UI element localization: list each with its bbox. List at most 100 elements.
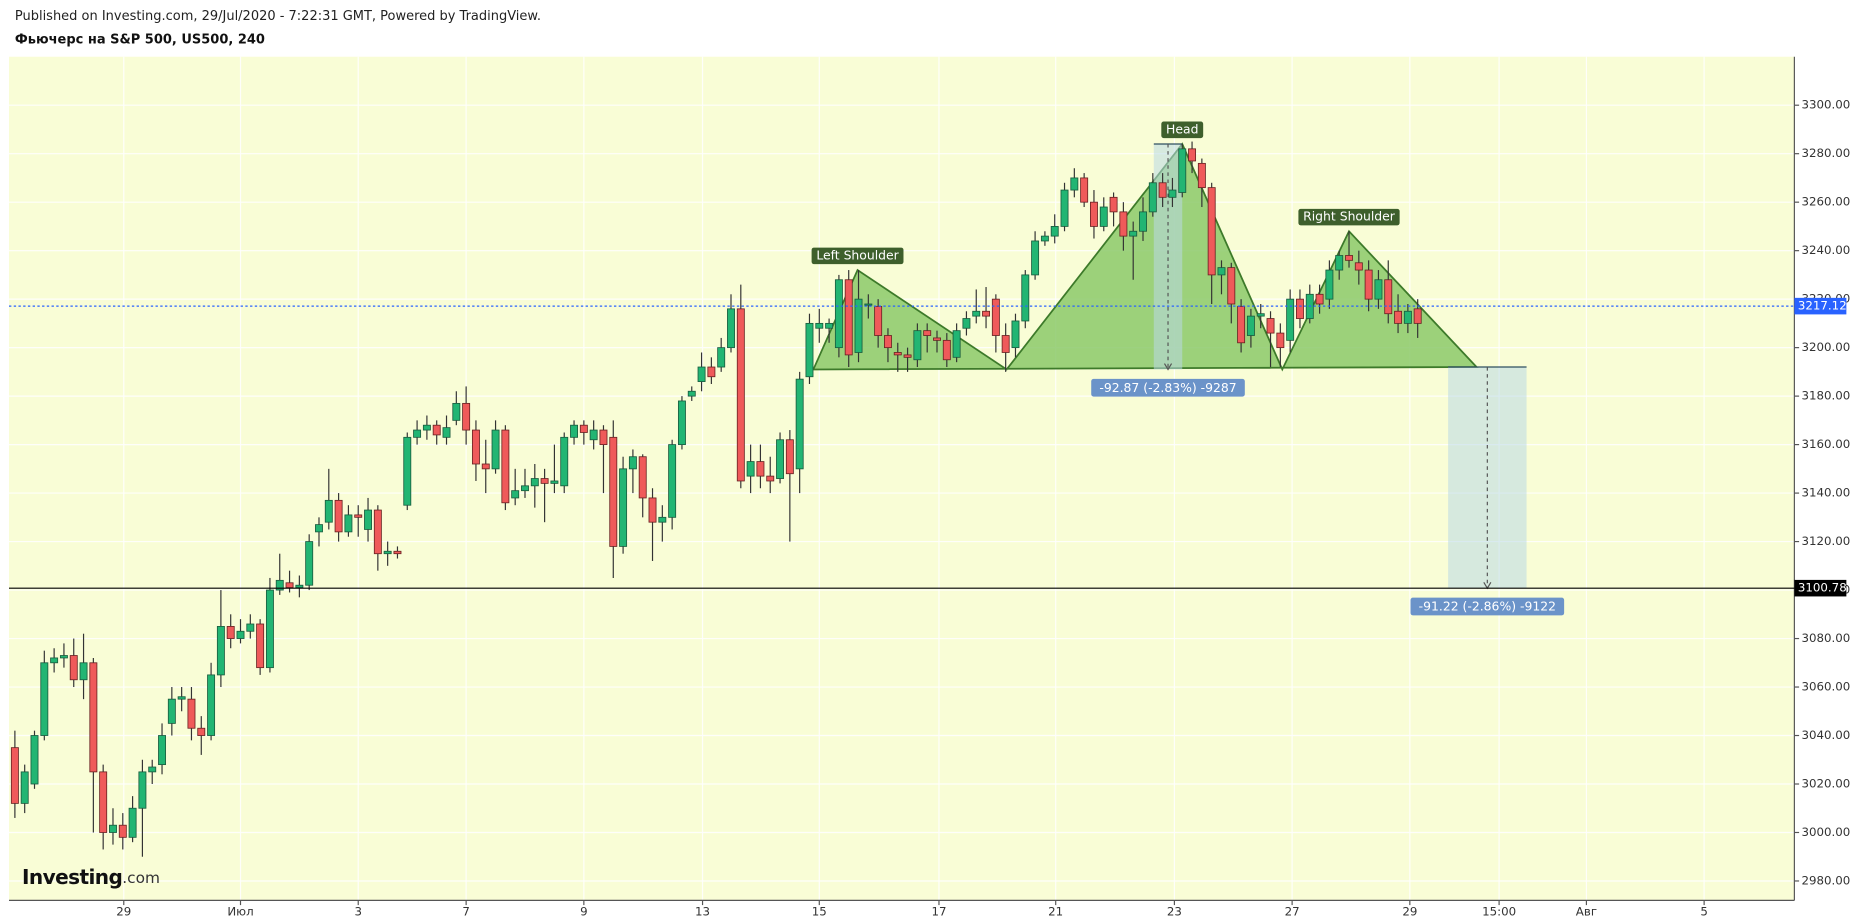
candle-body [825, 322, 834, 329]
candle-body [50, 657, 59, 664]
y-tick-label: 3120.00 [1801, 534, 1850, 548]
candle-body [1001, 335, 1010, 353]
candle-body [30, 735, 39, 785]
y-tick-label: 3260.00 [1801, 195, 1850, 209]
x-tick-label: 17 [931, 905, 946, 919]
y-tick-label: 3180.00 [1801, 389, 1850, 403]
candle-body [1070, 177, 1079, 191]
candle-body [305, 541, 314, 586]
candle-body [658, 516, 667, 523]
measure-arrowhead [1163, 363, 1173, 371]
candle-body [717, 347, 726, 368]
candle-body [648, 497, 657, 523]
candle-body [1178, 148, 1187, 193]
candle-body [324, 499, 333, 523]
candle-body [834, 279, 843, 349]
candle-body [1276, 332, 1285, 349]
y-tick-label: 3040.00 [1801, 728, 1850, 742]
candle-body [628, 456, 637, 470]
candle-body [1207, 187, 1216, 276]
candle-body [197, 727, 206, 736]
candle-body [952, 330, 961, 358]
candle-body [913, 330, 922, 361]
candle-body [354, 514, 363, 518]
y-tick-label: 3080.00 [1801, 631, 1850, 645]
candle-body [972, 310, 981, 317]
candle-body [619, 468, 628, 547]
candle-body [422, 424, 431, 431]
candle-body [1040, 235, 1049, 242]
candle-body [697, 366, 706, 382]
candle-body [727, 308, 735, 349]
candle-body [99, 771, 108, 833]
y-tick-label: 3240.00 [1801, 243, 1850, 257]
published-note: Published on Investing.com, 29/Jul/2020 … [15, 9, 541, 24]
candle-body [815, 322, 824, 329]
candle-body [1021, 274, 1030, 322]
candle-body [1050, 226, 1059, 237]
candle-body [1011, 320, 1020, 349]
candle-body [1296, 298, 1304, 319]
candle-body [59, 655, 68, 659]
candle-body [471, 429, 480, 465]
axis-background [1794, 56, 1853, 924]
candle-body [393, 550, 402, 555]
x-tick-label: 3 [354, 905, 362, 919]
candle-body [501, 429, 510, 504]
candle-body [226, 626, 235, 639]
candle-body [982, 310, 991, 317]
candle-body [1403, 310, 1412, 324]
candle-body [69, 655, 78, 681]
chart-title: Фьючерс на S&P 500, US500, 240 [15, 33, 265, 48]
candle-body [265, 589, 274, 669]
pattern-label-box [1161, 121, 1204, 139]
pattern-label-box [1298, 208, 1400, 226]
candle-body [638, 456, 647, 499]
candle-body [609, 436, 618, 547]
candle-body [1168, 189, 1177, 198]
price-level-box [1794, 297, 1847, 315]
x-tick-label: 15:00 [1482, 905, 1516, 919]
y-tick-label: 3280.00 [1801, 146, 1850, 160]
candle-body [10, 747, 19, 804]
candle-body [1148, 182, 1157, 213]
candle-body [207, 674, 216, 736]
pattern-label-box [811, 247, 904, 265]
candle-body [746, 461, 755, 477]
candle-body [1129, 230, 1138, 237]
candle-body [1266, 318, 1275, 334]
candle-body [903, 354, 912, 358]
candle-body [1335, 255, 1344, 271]
watermark: Investing.com [22, 864, 160, 888]
candle-body [864, 303, 873, 306]
candle-body [216, 626, 225, 676]
candle-body [570, 424, 578, 438]
x-tick-label: 27 [1285, 905, 1300, 919]
candle-body [933, 337, 941, 341]
candle-body [962, 318, 971, 329]
pattern-label: Right Shoulder [1303, 209, 1396, 224]
candle-body [1345, 255, 1353, 261]
candle-body [40, 662, 49, 736]
candle-body [1325, 269, 1334, 300]
y-tick-label: 2980.00 [1801, 873, 1850, 887]
candle-body [883, 335, 892, 349]
axis-background [8, 900, 1795, 924]
candle-body [158, 735, 166, 766]
candle-body [177, 696, 186, 700]
candle-body [1080, 177, 1089, 203]
watermark-brand: Investing [22, 864, 122, 888]
candle-body [1158, 182, 1167, 198]
candle-body [560, 436, 569, 487]
candle-body [275, 579, 284, 591]
candle-body [550, 480, 559, 484]
candle-body [805, 322, 814, 378]
candle-body [756, 461, 765, 477]
candle-body [707, 366, 716, 378]
watermark-suffix: .com [122, 868, 160, 886]
candle-body [874, 306, 883, 336]
x-tick-label: 7 [462, 905, 470, 919]
candle-body [1188, 148, 1197, 162]
candle-body [1227, 267, 1236, 305]
candle-body [285, 582, 294, 589]
